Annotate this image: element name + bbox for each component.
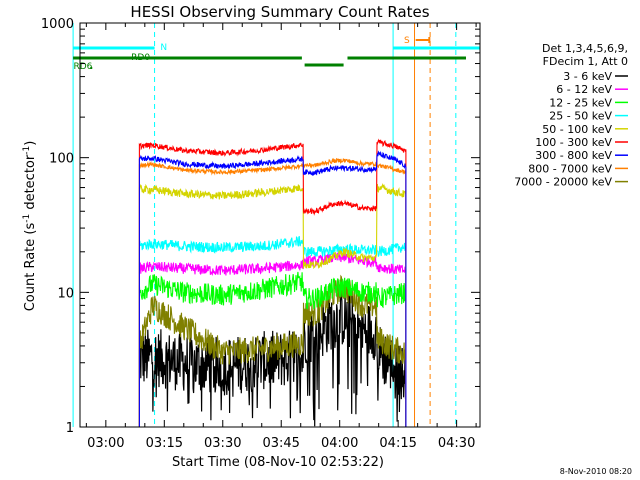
legend-entry-label: 6 - 12 keV	[556, 83, 612, 96]
chart-title: HESSI Observing Summary Count Rates	[130, 3, 429, 21]
y-tick-label: 1	[66, 421, 74, 436]
time-marker-lines	[72, 23, 457, 427]
y-tick-label: 100	[49, 152, 74, 167]
x-axis-label: Start Time (08-Nov-10 02:53:22)	[172, 455, 384, 470]
x-tick-label: 03:45	[262, 436, 299, 451]
x-tick-label: 04:30	[438, 436, 475, 451]
x-tick-label: 03:00	[87, 436, 124, 451]
footer-date: 8-Nov-2010 08:20	[560, 467, 632, 476]
y-tick-label: 10	[57, 286, 74, 301]
y-tick-label: 1000	[41, 17, 74, 32]
legend-entry-label: 25 - 50 keV	[549, 110, 612, 123]
series-line	[138, 157, 407, 427]
legend-header-line-2: FDecim 1, Att 0	[543, 55, 628, 68]
x-tick-label: 04:00	[321, 436, 358, 451]
y-axis-label: Count Rate (s-1 detector-1)	[22, 141, 38, 312]
flag-bars: RD0 RD6 N S	[73, 36, 480, 72]
n-label: N	[160, 43, 167, 53]
s-label: S	[404, 36, 410, 46]
plot-frame	[79, 22, 481, 428]
rd6-dot	[90, 67, 93, 69]
series-line	[138, 251, 407, 427]
x-tick-label: 03:30	[204, 436, 241, 451]
series-line	[138, 138, 407, 427]
legend-entry-label: 800 - 7000 keV	[528, 162, 612, 175]
legend-entry-label: 3 - 6 keV	[563, 70, 612, 83]
series-line	[138, 182, 407, 427]
rd6-label: RD6	[73, 62, 92, 72]
series-line	[138, 235, 407, 427]
series-line	[138, 290, 407, 427]
series-group	[138, 138, 407, 427]
axes-group: 03:00 03:15 03:30 03:45 04:00 04:15 04:30 1 10 10…	[41, 17, 480, 451]
rd0-label: RD0	[131, 53, 150, 63]
legend-entry-label: 50 - 100 keV	[542, 123, 612, 136]
legend-entry-label: 12 - 25 keV	[549, 96, 612, 109]
legend-entry-label: 7000 - 20000 keV	[514, 176, 612, 189]
legend-header-line-1: Det 1,3,4,5,6,9,	[542, 42, 628, 55]
series-line	[138, 150, 407, 427]
x-tick-label: 04:15	[379, 436, 416, 451]
legend-entry-label: 300 - 800 keV	[535, 149, 612, 162]
series-line	[138, 271, 407, 427]
legend-entry-label: 100 - 300 keV	[535, 136, 612, 149]
x-tick-label: 03:15	[146, 436, 183, 451]
